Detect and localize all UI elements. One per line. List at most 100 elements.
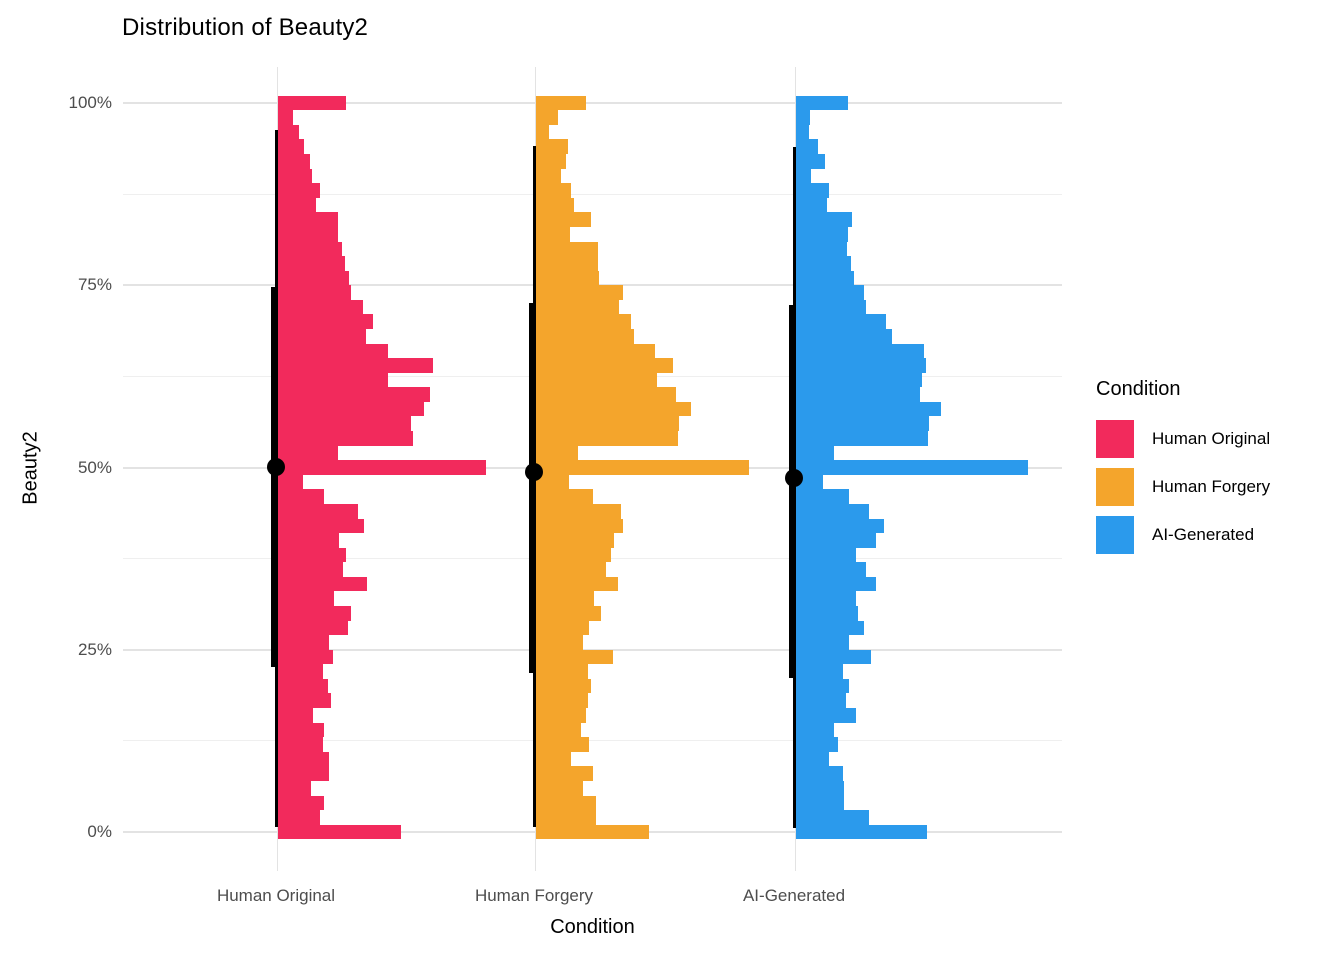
median-dot xyxy=(267,457,285,476)
histogram-bar xyxy=(796,562,866,577)
histogram-bar xyxy=(278,183,320,198)
gridline-minor xyxy=(123,740,1062,742)
histogram-bar xyxy=(536,708,586,723)
histogram-bar xyxy=(796,299,866,315)
histogram-bar xyxy=(536,154,566,169)
x-axis-title: Condition xyxy=(550,916,635,938)
histogram-bar xyxy=(278,416,411,432)
histogram-bar xyxy=(536,824,649,840)
histogram-bar xyxy=(278,737,323,752)
y-tick-label: 50% xyxy=(77,457,112,477)
histogram-bar xyxy=(278,270,349,286)
histogram-bar xyxy=(796,460,1028,475)
histogram-bar xyxy=(796,810,869,825)
histogram-bar xyxy=(536,314,631,329)
histogram-bar xyxy=(278,576,367,592)
histogram-bar xyxy=(536,212,591,227)
histogram-bar xyxy=(796,285,864,300)
histogram-bar xyxy=(278,168,312,184)
legend-label: Human Original xyxy=(1152,429,1271,448)
histogram-bar xyxy=(278,445,338,461)
histogram-bar xyxy=(796,635,849,650)
histogram-bar xyxy=(278,664,323,679)
histogram-bar xyxy=(796,431,928,446)
histogram-bar xyxy=(536,256,598,271)
histogram-bar xyxy=(536,241,598,257)
histogram-bar xyxy=(536,664,588,679)
histogram-bar xyxy=(536,489,593,504)
histogram-bar xyxy=(536,751,571,767)
gridline-minor xyxy=(123,193,1062,195)
histogram-bar xyxy=(536,737,589,752)
histogram-bar xyxy=(536,649,613,665)
histogram-bar xyxy=(536,591,594,606)
histogram-bar xyxy=(278,649,333,665)
histogram-bar xyxy=(536,139,568,155)
histogram-bar xyxy=(796,751,829,767)
histogram-bar xyxy=(796,824,927,840)
histogram-bar xyxy=(796,241,847,257)
interval-box xyxy=(271,286,278,668)
histogram-bar xyxy=(536,620,589,636)
histogram-bar xyxy=(278,693,331,709)
legend-swatch-ai-generated xyxy=(1096,516,1134,554)
histogram-bar xyxy=(278,431,413,446)
histogram-bar xyxy=(536,431,678,446)
histogram-bar xyxy=(278,124,299,140)
histogram-bar xyxy=(796,678,849,694)
median-dot xyxy=(525,462,543,481)
histogram-bar xyxy=(278,256,345,271)
histogram-bar xyxy=(536,678,591,694)
histogram-bar xyxy=(536,562,606,577)
x-tick-label: Human Original xyxy=(216,886,336,905)
histogram-bar xyxy=(278,328,366,344)
histogram-bar xyxy=(536,547,611,563)
legend-item: Human Original xyxy=(1096,419,1344,459)
histogram-bar xyxy=(278,606,351,621)
histogram-bar xyxy=(278,591,334,606)
histogram-bar xyxy=(278,708,313,723)
histogram-bar xyxy=(536,635,583,650)
histogram-bar xyxy=(796,664,843,679)
legend-swatch-human-original xyxy=(1096,420,1134,458)
histogram-bar xyxy=(278,343,388,359)
histogram-bar xyxy=(278,474,303,490)
histogram-bar xyxy=(796,722,834,738)
histogram-bar xyxy=(796,591,856,606)
histogram-bar xyxy=(278,285,351,300)
histogram-bar xyxy=(536,387,676,402)
histogram-bar xyxy=(278,226,338,242)
histogram-bar xyxy=(278,489,324,504)
histogram-bar xyxy=(796,270,854,286)
histogram-bar xyxy=(278,358,433,373)
histogram-bar xyxy=(536,445,578,461)
histogram-bar xyxy=(536,576,618,592)
histogram-bar xyxy=(278,562,343,577)
histogram-bar xyxy=(278,460,486,475)
histogram-bar xyxy=(796,620,864,636)
histogram-bar xyxy=(536,358,673,373)
histogram-bar xyxy=(536,328,634,344)
y-tick-label: 100% xyxy=(68,93,112,112)
histogram-bar xyxy=(536,401,691,417)
histogram-bar xyxy=(536,299,619,315)
histogram-bar xyxy=(536,343,655,359)
histogram-bar xyxy=(796,533,876,548)
histogram-bar xyxy=(278,387,430,402)
histogram-bar xyxy=(796,416,929,432)
histogram-bar xyxy=(796,95,848,111)
histogram-bar xyxy=(278,635,329,650)
histogram-bar xyxy=(796,576,876,592)
histogram-bar xyxy=(796,226,848,242)
histogram-bar xyxy=(536,460,749,475)
histogram-bar xyxy=(278,241,342,257)
histogram-bar xyxy=(796,124,809,140)
histogram-bar xyxy=(278,824,401,840)
histogram-bar xyxy=(536,503,621,519)
legend-title: Condition xyxy=(1096,378,1181,400)
histogram-bar xyxy=(796,343,924,359)
legend-item: AI-Generated xyxy=(1096,515,1344,555)
histogram-bar xyxy=(278,95,346,111)
